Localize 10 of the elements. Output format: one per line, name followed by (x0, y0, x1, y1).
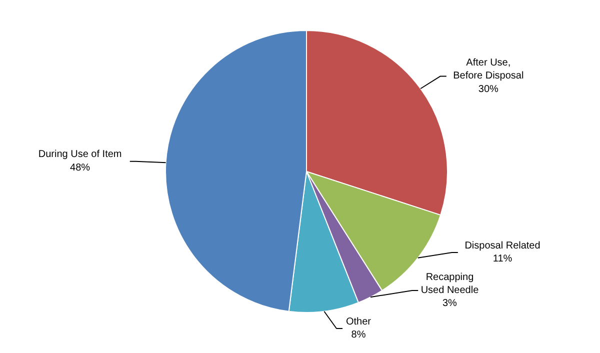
slice-label: During Use of Item (38, 149, 122, 160)
data-label: 3% (442, 298, 458, 310)
data-label: 8% (351, 330, 366, 341)
data-label: 11% (492, 254, 512, 265)
data-label: 30% (478, 84, 499, 95)
slice-label: After Use, Before Disposal (453, 57, 524, 82)
slice-label: Other (346, 316, 372, 328)
slice-label: Recapping Used Needle (420, 272, 480, 296)
slice-label: Disposal Related (464, 240, 540, 252)
data-label: 48% (70, 162, 90, 174)
